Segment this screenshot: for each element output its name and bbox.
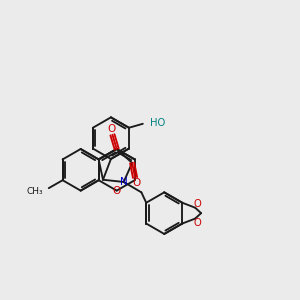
Text: O: O bbox=[107, 124, 116, 134]
Text: O: O bbox=[193, 218, 201, 228]
Text: CH₃: CH₃ bbox=[26, 187, 43, 196]
Text: HO: HO bbox=[150, 118, 165, 128]
Text: N: N bbox=[120, 177, 128, 187]
Text: O: O bbox=[193, 199, 201, 209]
Text: O: O bbox=[112, 186, 121, 196]
Text: O: O bbox=[132, 178, 140, 188]
